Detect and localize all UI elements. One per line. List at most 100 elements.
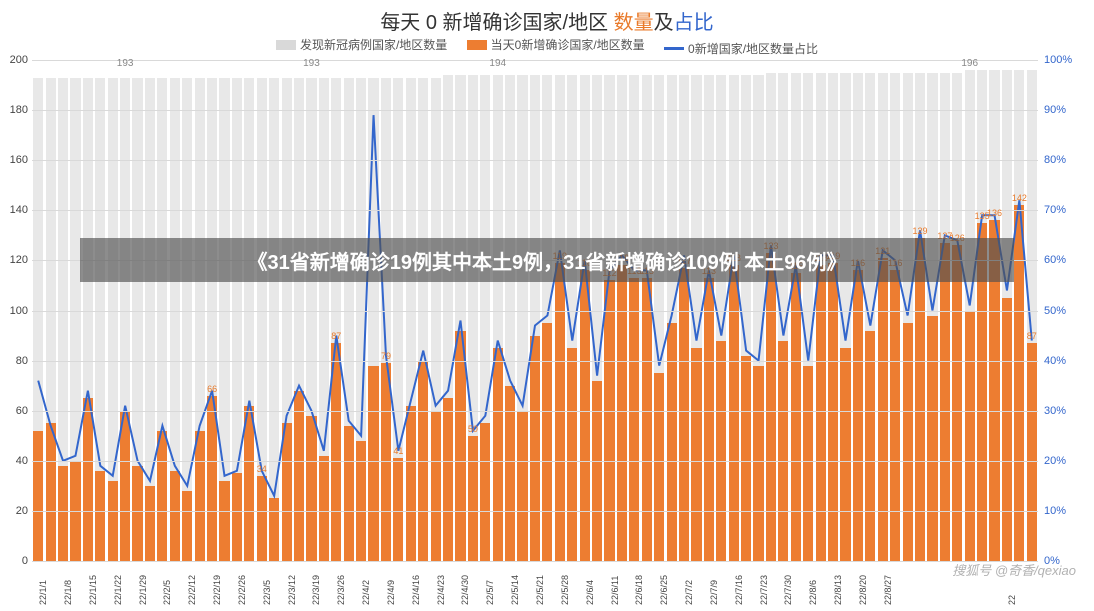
x-tick-label: 22/6/4 [585, 580, 595, 605]
x-tick-label: 22/2/12 [187, 575, 197, 605]
x-tick-label: 22/4/30 [460, 575, 470, 605]
x-tick-label: 22/6/18 [634, 575, 644, 605]
grey-top-label: 196 [961, 58, 978, 69]
x-tick-label: 22/5/14 [510, 575, 520, 605]
gridline [32, 561, 1038, 562]
grey-top-label: 193 [303, 58, 320, 69]
gridline [32, 60, 1038, 61]
bar-data-label: 50 [468, 424, 478, 434]
overlay-text: 《31省新增确诊19例其中本土9例，31省新增确诊109例 本土96例》 [247, 246, 846, 275]
gridline [32, 511, 1038, 512]
bar-data-label: 87 [331, 331, 341, 341]
x-tick-label: 22/2/5 [162, 580, 172, 605]
x-tick-label: 22/1/22 [113, 575, 123, 605]
legend: 发现新冠病例国家/地区数量 当天0新增确诊国家/地区数量 0新增国家/地区数量占… [0, 36, 1094, 57]
y-left-tick: 180 [0, 104, 28, 116]
x-tick-label: 22/4/9 [386, 580, 396, 605]
x-tick-label: 22/3/5 [262, 580, 272, 605]
y-right-tick: 60% [1044, 254, 1092, 266]
x-tick-label: 22/7/2 [684, 580, 694, 605]
x-tick-label: 22/8/6 [808, 580, 818, 605]
bar-data-label: 87 [1027, 331, 1037, 341]
y-left-tick: 80 [0, 355, 28, 367]
x-tick-label: 22 [1007, 595, 1017, 605]
bar-data-label: 66 [207, 384, 217, 394]
y-right-tick: 20% [1044, 455, 1092, 467]
x-tick-label: 22/4/16 [411, 575, 421, 605]
y-right-tick: 40% [1044, 355, 1092, 367]
y-right-tick: 30% [1044, 405, 1092, 417]
x-tick-label: 22/8/27 [883, 575, 893, 605]
gridline [32, 160, 1038, 161]
x-tick-label: 22/1/15 [88, 575, 98, 605]
title-prefix: 每天 0 新增确诊国家/地区 [380, 12, 613, 34]
bar-data-label: 136 [987, 208, 1002, 218]
y-left-tick: 20 [0, 505, 28, 517]
x-tick-label: 22/7/16 [734, 575, 744, 605]
x-tick-label: 22/6/11 [610, 576, 620, 605]
title-mid: 及 [654, 12, 674, 34]
x-tick-label: 22/4/2 [361, 580, 371, 605]
chart-title: 每天 0 新增确诊国家/地区 数量及占比 [0, 0, 1094, 35]
grey-top-label: 194 [489, 58, 506, 69]
legend-grey-label: 发现新冠病例国家/地区数量 [300, 36, 447, 53]
x-tick-label: 22/4/23 [436, 575, 446, 605]
chart-container: 每天 0 新增确诊国家/地区 数量及占比 发现新冠病例国家/地区数量 当天0新增… [0, 0, 1094, 611]
y-right-tick: 50% [1044, 305, 1092, 317]
y-left-tick: 0 [0, 555, 28, 567]
x-tick-label: 22/8/20 [858, 575, 868, 605]
gridline [32, 110, 1038, 111]
x-tick-label: 22/7/23 [759, 575, 769, 605]
legend-line-blue [664, 47, 684, 50]
x-tick-label: 22/2/19 [212, 575, 222, 605]
legend-grey: 发现新冠病例国家/地区数量 [276, 36, 447, 53]
bar-data-label: 41 [393, 446, 403, 456]
y-left-tick: 160 [0, 154, 28, 166]
legend-orange: 当天0新增确诊国家/地区数量 [467, 36, 645, 53]
x-tick-label: 22/8/13 [833, 575, 843, 605]
x-tick-label: 22/1/1 [38, 580, 48, 605]
watermark: 搜狐号 @奇香/qexiao [952, 560, 1076, 579]
bar-data-label: 142 [1012, 193, 1027, 203]
y-left-tick: 40 [0, 455, 28, 467]
y-right-tick: 90% [1044, 104, 1092, 116]
x-tick-label: 22/3/19 [311, 575, 321, 605]
gridline [32, 411, 1038, 412]
title-ratio: 占比 [674, 12, 714, 34]
bar-data-label: 34 [257, 464, 267, 474]
x-tick-label: 22/2/26 [237, 575, 247, 605]
x-tick-label: 22/1/29 [138, 575, 148, 605]
y-right-tick: 70% [1044, 204, 1092, 216]
gridline [32, 311, 1038, 312]
grey-top-label: 193 [117, 58, 134, 69]
y-right-tick: 10% [1044, 505, 1092, 517]
y-left-tick: 120 [0, 254, 28, 266]
x-tick-label: 22/3/12 [287, 575, 297, 605]
y-left-tick: 100 [0, 305, 28, 317]
y-left-tick: 200 [0, 54, 28, 66]
y-left-tick: 140 [0, 204, 28, 216]
x-tick-label: 22/1/8 [63, 580, 73, 605]
x-tick-label: 22/7/9 [709, 580, 719, 605]
overlay-banner: 《31省新增确诊19例其中本土9例，31省新增确诊109例 本土96例》 [80, 238, 1014, 282]
x-tick-label: 22/5/28 [560, 575, 570, 605]
x-tick-label: 22/6/25 [659, 575, 669, 605]
title-count: 数量 [614, 12, 654, 34]
gridline [32, 461, 1038, 462]
gridline [32, 361, 1038, 362]
bar-data-label: 79 [381, 351, 391, 361]
x-tick-label: 22/5/21 [535, 575, 545, 605]
y-left-tick: 60 [0, 405, 28, 417]
x-tick-label: 22/3/26 [336, 575, 346, 605]
x-tick-label: 22/5/7 [485, 580, 495, 605]
y-right-tick: 100% [1044, 54, 1092, 66]
x-tick-label: 22/7/30 [783, 575, 793, 605]
plot-area: 0204060801001201401601802000%10%20%30%40… [32, 60, 1038, 561]
bar-data-label: 129 [912, 226, 927, 236]
legend-blue-label: 0新增国家/地区数量占比 [688, 40, 818, 57]
y-right-tick: 80% [1044, 154, 1092, 166]
legend-blue: 0新增国家/地区数量占比 [664, 40, 818, 57]
legend-swatch-grey [276, 40, 296, 50]
trend-line [38, 115, 1032, 496]
gridline [32, 210, 1038, 211]
